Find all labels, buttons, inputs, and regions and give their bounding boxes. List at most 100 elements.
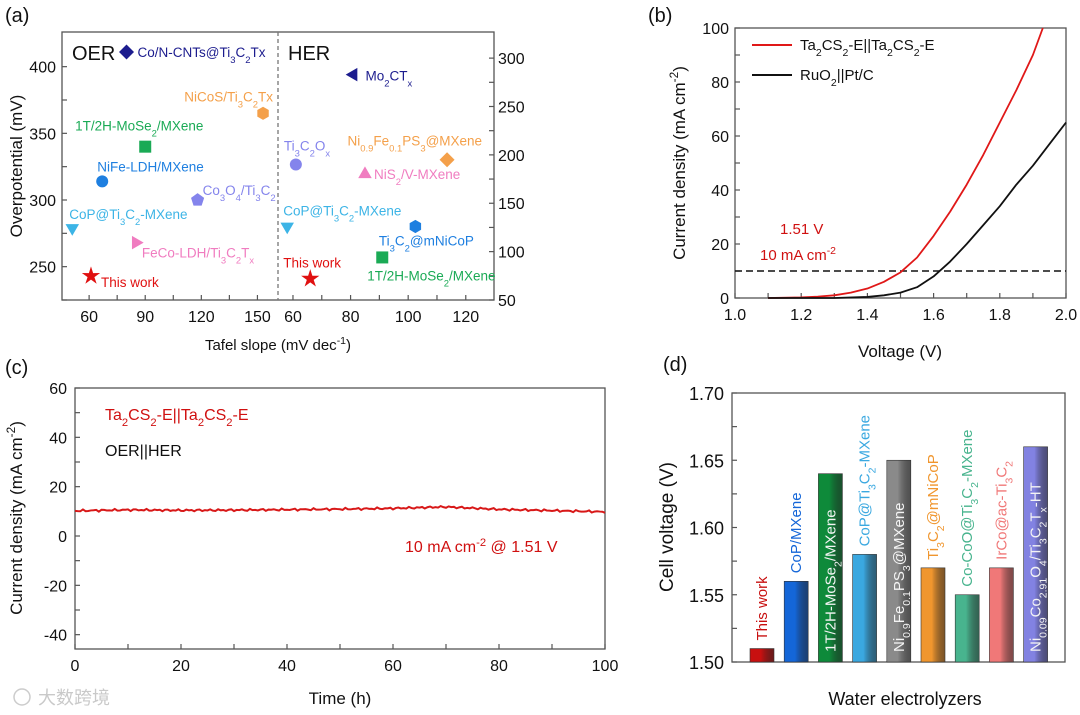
bar-shading bbox=[920, 567, 946, 663]
x-tick-label: 1.8 bbox=[989, 307, 1011, 324]
oer-point-label: NiFe-LDH/MXene bbox=[97, 159, 204, 174]
x-tick-label: 1.4 bbox=[856, 307, 878, 324]
her-point bbox=[301, 269, 320, 287]
her-point bbox=[439, 152, 455, 168]
y2-tick-label: 100 bbox=[498, 245, 525, 262]
her-point-label: 1T/2H-MoSe2/MXene bbox=[367, 268, 495, 289]
oer-point-label: Co3O4/Ti3C2 bbox=[203, 183, 276, 204]
oer-point-label: This work bbox=[101, 275, 159, 290]
bar-label: IrCo@ac-Ti3C2 bbox=[993, 461, 1015, 560]
bar-label: Ni0.09Co2.91O4/Ti3C2Tx-HT bbox=[1028, 482, 1050, 652]
y-tick-label: 100 bbox=[702, 21, 729, 38]
oer-point-label: CoP@Ti3C2-MXene bbox=[69, 207, 187, 228]
x-axis-label: Tafel slope (mV dec-1) bbox=[205, 335, 351, 354]
bar-shading bbox=[852, 554, 877, 663]
y-tick-label: 400 bbox=[29, 60, 56, 77]
oer-point-label: 1T/2H-MoSe2/MXene bbox=[75, 119, 203, 140]
x-tick-label: 90 bbox=[136, 309, 154, 326]
series-line bbox=[74, 504, 606, 514]
y-tick-label: 0 bbox=[58, 529, 67, 546]
y-axis-label: Overpotential (mV) bbox=[7, 95, 26, 238]
legend-label: OER||HER bbox=[105, 443, 182, 460]
oer-point bbox=[65, 224, 80, 236]
y2-tick-label: 250 bbox=[498, 99, 525, 116]
bar-shading bbox=[954, 594, 980, 663]
x-axis-label: Voltage (V) bbox=[858, 342, 942, 361]
watermark-logo-icon bbox=[13, 688, 31, 706]
y-tick-label: 60 bbox=[711, 129, 729, 146]
oer-point bbox=[139, 140, 152, 153]
x-tick-label: 60 bbox=[384, 658, 402, 675]
y-tick-label: 1.70 bbox=[689, 384, 724, 404]
oer-point bbox=[119, 44, 135, 60]
y-tick-label: 60 bbox=[49, 381, 67, 398]
y-tick-label: 250 bbox=[29, 260, 56, 277]
watermark: 大数跨境 bbox=[38, 688, 110, 708]
her-point-label: This work bbox=[283, 256, 341, 271]
y-tick-label: 20 bbox=[711, 237, 729, 254]
bar-label: CoP/MXene bbox=[788, 492, 805, 573]
panel-label: (c) bbox=[5, 357, 28, 379]
her-point-label: Ti3C2Ox bbox=[284, 139, 331, 160]
x-tick-label: 1.6 bbox=[922, 307, 944, 324]
x-axis-label: Time (h) bbox=[309, 689, 372, 708]
bar-label: CoP@Ti3C2-MXene bbox=[857, 415, 879, 546]
panel-label: (d) bbox=[663, 354, 687, 376]
bar-shading bbox=[749, 648, 775, 663]
x-tick-label: 1.0 bbox=[724, 307, 746, 324]
bar-shading bbox=[989, 567, 1014, 663]
x-tick-label: 80 bbox=[490, 658, 508, 675]
bar-shading bbox=[783, 580, 809, 663]
y-tick-label: 40 bbox=[711, 183, 729, 200]
y-tick-label: 80 bbox=[711, 75, 729, 92]
x-tick-label: 100 bbox=[592, 658, 619, 675]
y-tick-label: 350 bbox=[29, 126, 56, 143]
annotation: 10 mA cm-2 @ 1.51 V bbox=[405, 537, 558, 556]
bar-shading bbox=[886, 459, 912, 663]
x-tick-label: 120 bbox=[452, 309, 479, 326]
x-tick-label: 60 bbox=[80, 309, 98, 326]
her-point bbox=[345, 67, 358, 82]
oer-title: OER bbox=[72, 43, 115, 65]
oer-point-label: FeCo-LDH/Ti3C2Tx bbox=[142, 246, 255, 267]
annotation-voltage: 1.51 V bbox=[780, 221, 823, 238]
y-tick-label: 1.50 bbox=[689, 653, 724, 673]
bar-label: Ti3C2@mNiCoP bbox=[925, 454, 947, 560]
oer-point bbox=[191, 193, 205, 206]
y-tick-label: -20 bbox=[44, 578, 67, 595]
x-tick-label: 2.0 bbox=[1055, 307, 1077, 324]
oer-point bbox=[131, 235, 144, 250]
her-title: HER bbox=[288, 43, 330, 65]
y2-tick-label: 150 bbox=[498, 196, 525, 213]
her-point bbox=[409, 219, 422, 234]
bar-label: Ni0.9Fe0.1PS3@MXene bbox=[891, 502, 913, 652]
series-line bbox=[768, 27, 1044, 299]
x-tick-label: 150 bbox=[244, 309, 271, 326]
x-tick-label: 1.2 bbox=[790, 307, 812, 324]
annotation-current: 10 mA cm-2 bbox=[760, 245, 836, 264]
her-point-label: CoP@Ti3C2-MXene bbox=[283, 203, 401, 224]
series-line bbox=[768, 121, 1067, 299]
panel-label: (a) bbox=[5, 5, 29, 27]
panel-label: (b) bbox=[648, 5, 672, 27]
oer-point-label: NiCoS/Ti3C2Tx bbox=[184, 89, 273, 110]
y-tick-label: 1.55 bbox=[689, 586, 724, 606]
bar-shading bbox=[818, 473, 843, 663]
y-tick-label: 300 bbox=[29, 193, 56, 210]
her-point-label: Mo2CTx bbox=[365, 69, 412, 90]
y-axis-label: Cell voltage (V) bbox=[657, 462, 678, 592]
legend-label: Ta2CS2-E||Ta2CS2-E bbox=[800, 37, 935, 59]
x-tick-label: 80 bbox=[342, 309, 360, 326]
y-tick-label: 40 bbox=[49, 430, 67, 447]
oer-point bbox=[81, 266, 101, 284]
y-tick-label: -40 bbox=[44, 628, 67, 645]
her-point bbox=[376, 251, 389, 264]
legend-label: RuO2||Pt/C bbox=[800, 67, 874, 89]
y-axis-label: Current density (mA cm-2) bbox=[4, 421, 26, 615]
y-tick-label: 1.60 bbox=[689, 519, 724, 539]
bar-label: This work bbox=[754, 576, 771, 641]
y-tick-label: 1.65 bbox=[689, 451, 724, 471]
her-point-label: Ti3C2@mNiCoP bbox=[379, 233, 474, 254]
legend-label: Ta2CS2-E||Ta2CS2-E bbox=[105, 407, 249, 429]
